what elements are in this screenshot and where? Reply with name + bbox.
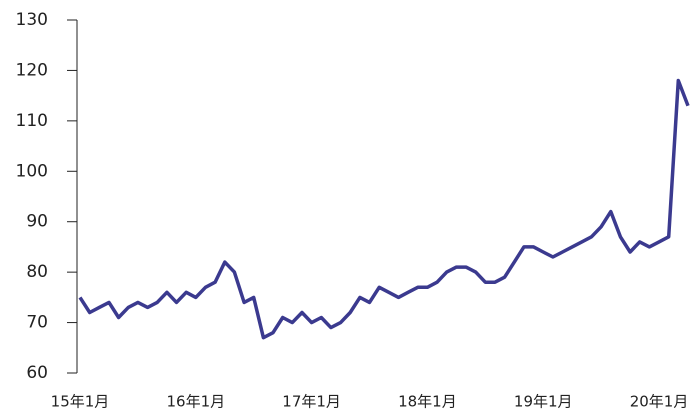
y-tick-label: 120 [16, 60, 48, 80]
x-tick-label: 17年1月 [282, 393, 341, 411]
x-tick-label: 19年1月 [514, 393, 573, 411]
x-tick-label: 20年1月 [630, 393, 689, 411]
y-tick-label: 80 [26, 262, 48, 282]
data-line [78, 78, 690, 340]
y-tick-label: 60 [26, 363, 48, 383]
y-tick-label: 130 [16, 10, 48, 30]
y-tick-label: 110 [16, 111, 48, 131]
x-tick-label: 16年1月 [166, 393, 225, 411]
y-tick-label: 70 [26, 313, 48, 333]
x-tick-label: 15年1月 [51, 393, 110, 411]
y-tick-label: 90 [26, 212, 48, 232]
y-tick-label: 100 [16, 161, 48, 181]
x-tick-label: 18年1月 [398, 393, 457, 411]
